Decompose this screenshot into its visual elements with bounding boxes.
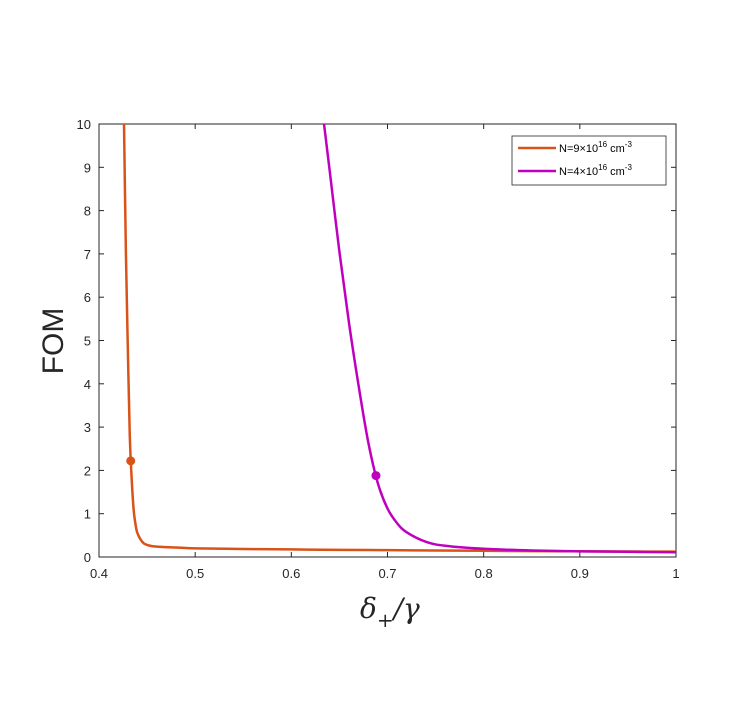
x-tick-label: 0.8 [475, 566, 493, 581]
y-tick-label: 4 [84, 377, 91, 392]
series-marker-1 [126, 456, 136, 466]
y-tick-label: 6 [84, 290, 91, 305]
x-tick-label: 0.7 [378, 566, 396, 581]
y-tick-label: 9 [84, 160, 91, 175]
series-line-1 [122, 123, 677, 553]
x-tick-label: 0.9 [571, 566, 589, 581]
y-tick-label: 10 [77, 117, 91, 132]
x-axis-label-sub: + [377, 608, 394, 632]
data-series [122, 123, 677, 554]
y-axis-label: FOM [37, 308, 70, 375]
x-axis-label: δ+/γ [360, 592, 420, 632]
series-line-2 [322, 123, 677, 554]
x-axis-label-tail: /γ [391, 592, 420, 625]
x-axis-label-main: δ [360, 592, 377, 625]
x-tick-label: 0.6 [282, 566, 300, 581]
y-tick-label: 2 [84, 463, 91, 478]
y-tick-label: 1 [84, 507, 91, 522]
legend-box [511, 135, 667, 186]
x-tick-label: 1 [672, 566, 679, 581]
x-tick-label: 0.5 [186, 566, 204, 581]
plot-area [98, 123, 677, 558]
legend-label-series-1: N=9×1016 cm-3 [559, 140, 632, 155]
legend-label-series-2: N=4×1016 cm-3 [559, 163, 632, 178]
y-tick-label: 5 [84, 334, 91, 349]
y-tick-label: 0 [84, 550, 91, 565]
y-tick-label: 8 [84, 204, 91, 219]
legend: N=9×1016 cm-3 N=4×1016 cm-3 [511, 135, 667, 186]
y-tick-label: 3 [84, 420, 91, 435]
y-tick-label: 7 [84, 247, 91, 262]
series-marker-2 [371, 471, 381, 481]
x-tick-label: 0.4 [90, 566, 108, 581]
data-markers [126, 456, 381, 481]
